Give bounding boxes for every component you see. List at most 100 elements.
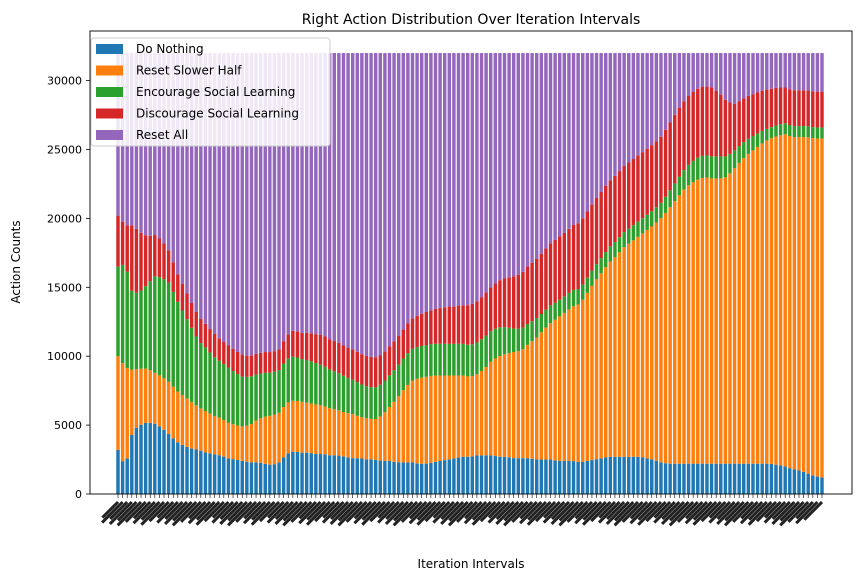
bar-segment — [383, 380, 387, 413]
bar-segment — [659, 462, 663, 494]
bar-segment — [406, 353, 410, 385]
bar-segment — [811, 127, 815, 139]
x-tick-label-glyph — [748, 500, 768, 521]
x-tick-label-glyph — [314, 500, 336, 523]
bar-segment — [723, 53, 728, 100]
bar-segment — [654, 53, 659, 142]
bar-segment — [755, 133, 760, 147]
x-tick-label-glyph — [527, 500, 547, 521]
bar-segment — [258, 418, 263, 463]
bar-segment — [424, 376, 429, 464]
bar-segment — [498, 456, 502, 494]
bar-segment — [217, 360, 221, 418]
bar-segment — [502, 354, 507, 457]
bar-segment — [180, 284, 185, 311]
bar-segment — [484, 366, 488, 456]
bar-segment — [199, 408, 203, 451]
bar-segment — [208, 53, 212, 330]
bar-segment — [622, 165, 626, 233]
bar-segment — [719, 53, 723, 95]
bar-segment — [364, 355, 369, 387]
bar-segment — [249, 462, 254, 494]
bar-segment — [627, 162, 631, 229]
bar-segment — [659, 218, 663, 463]
x-tick-label-glyph — [337, 500, 359, 522]
bar-segment — [456, 53, 461, 306]
x-tick-label-glyph — [708, 500, 727, 519]
bar-segment — [240, 376, 244, 427]
legend-label: Discourage Social Learning — [136, 107, 299, 121]
x-tick-label-glyph — [132, 500, 156, 525]
bar-segment — [143, 235, 148, 287]
bar-segment — [553, 302, 557, 320]
x-tick-label-glyph — [700, 500, 722, 523]
bar-segment — [737, 146, 741, 163]
bar-segment — [631, 240, 636, 457]
bar-segment — [281, 407, 286, 458]
bar-segment — [792, 126, 797, 138]
x-tick-label-glyph — [590, 500, 612, 523]
bar-segment — [627, 456, 631, 494]
bar-segment — [755, 463, 760, 494]
bar-segment — [806, 90, 810, 127]
bar-segment — [714, 178, 718, 464]
x-tick-label-glyph — [243, 500, 262, 520]
bar-segment — [765, 463, 769, 494]
bar-segment — [617, 53, 622, 172]
bar-segment — [806, 126, 810, 138]
bar-segment — [663, 196, 668, 213]
bar-segment — [686, 185, 691, 464]
bar-segment — [746, 138, 751, 154]
bar-segment — [452, 306, 456, 344]
x-tick-label-glyph — [779, 500, 801, 522]
bar-segment — [318, 334, 323, 365]
x-tick-label-glyph — [337, 500, 363, 527]
bar-segment — [396, 53, 401, 336]
bar-segment — [314, 334, 318, 364]
bar-segment — [327, 408, 332, 456]
bar-segment — [691, 92, 695, 161]
bar-segment — [254, 53, 258, 354]
bar-segment — [180, 310, 185, 395]
bar-segment — [332, 455, 336, 494]
x-tick-label-glyph — [598, 500, 617, 519]
bar-segment — [300, 53, 304, 333]
bar-segment — [392, 461, 396, 494]
y-axis-label: Action Counts — [9, 220, 23, 303]
bar-segment — [281, 457, 286, 494]
x-tick-label-glyph — [267, 500, 285, 519]
bar-segment — [447, 306, 452, 344]
bar-segment — [424, 53, 429, 313]
bar-segment — [470, 344, 475, 376]
bar-segment — [249, 376, 254, 425]
bar-segment — [176, 391, 180, 443]
x-tick-label-glyph — [653, 500, 672, 519]
bar-segment — [442, 307, 447, 344]
bar-segment — [705, 155, 709, 178]
bar-segment — [304, 359, 309, 403]
bar-segment — [318, 454, 323, 494]
bar-segment — [277, 412, 281, 463]
bar-segment — [714, 156, 718, 179]
bar-segment — [346, 53, 350, 348]
bar-segment — [157, 238, 162, 278]
bar-segment — [488, 331, 493, 362]
bar-segment — [636, 221, 640, 237]
bar-segment — [567, 228, 571, 293]
bar-segment — [171, 438, 175, 494]
bar-segment — [263, 372, 267, 417]
bar-segment — [185, 319, 189, 399]
bar-segment — [235, 425, 240, 460]
bar-segment — [194, 449, 198, 494]
bar-segment — [788, 53, 792, 90]
bar-segment — [801, 126, 806, 138]
bar-segment — [806, 473, 810, 494]
bar-segment — [304, 332, 309, 360]
x-tick-label-glyph — [763, 500, 782, 519]
bar-segment — [567, 53, 571, 229]
bar-segment — [820, 53, 824, 92]
bar-segment — [562, 232, 567, 297]
bar-segment — [502, 278, 507, 328]
x-tick-label-glyph — [747, 500, 773, 526]
